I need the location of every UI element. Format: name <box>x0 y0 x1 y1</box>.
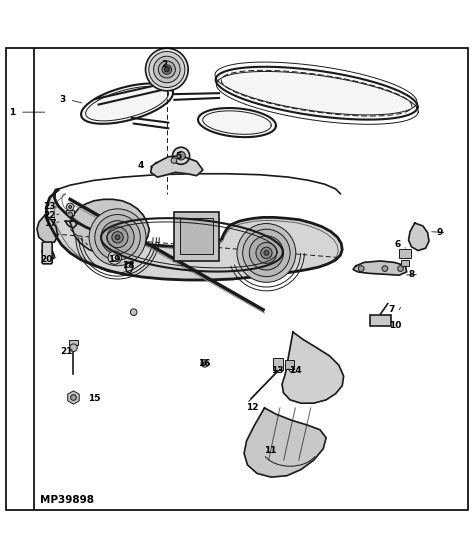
Circle shape <box>70 344 77 352</box>
Text: 17: 17 <box>44 219 56 228</box>
Polygon shape <box>216 67 418 119</box>
Text: 14: 14 <box>289 365 302 374</box>
Text: 10: 10 <box>389 321 401 330</box>
Polygon shape <box>409 223 429 251</box>
Circle shape <box>173 147 190 164</box>
Text: 11: 11 <box>264 446 277 455</box>
Bar <box>69 340 78 345</box>
Circle shape <box>261 247 272 258</box>
Text: 20: 20 <box>40 254 53 263</box>
Text: 5: 5 <box>175 152 182 161</box>
Circle shape <box>115 235 120 239</box>
Bar <box>273 358 283 370</box>
Circle shape <box>71 395 76 400</box>
Circle shape <box>249 236 283 270</box>
Text: 15: 15 <box>88 394 100 403</box>
Text: 8: 8 <box>409 270 415 279</box>
Text: 23: 23 <box>44 203 56 211</box>
Bar <box>285 359 294 369</box>
Bar <box>66 210 74 214</box>
Circle shape <box>171 158 177 163</box>
Text: 2: 2 <box>161 60 167 69</box>
Circle shape <box>112 255 118 261</box>
Bar <box>370 315 391 326</box>
Text: 21: 21 <box>61 347 73 355</box>
Bar <box>401 260 409 266</box>
Polygon shape <box>37 215 58 243</box>
Text: 9: 9 <box>436 228 442 237</box>
Text: 13: 13 <box>271 365 283 374</box>
Polygon shape <box>151 156 203 177</box>
Bar <box>174 211 219 262</box>
Circle shape <box>201 359 209 367</box>
Circle shape <box>101 221 134 254</box>
FancyBboxPatch shape <box>42 242 52 264</box>
Text: 1: 1 <box>9 108 16 117</box>
Bar <box>399 249 411 258</box>
Circle shape <box>203 362 206 365</box>
Text: 12: 12 <box>246 403 259 412</box>
Polygon shape <box>244 408 326 477</box>
Circle shape <box>154 56 180 83</box>
Circle shape <box>264 251 269 256</box>
Circle shape <box>95 214 140 260</box>
Bar <box>180 218 213 254</box>
Text: 7: 7 <box>389 305 395 314</box>
Circle shape <box>108 251 121 264</box>
Polygon shape <box>70 199 149 254</box>
Polygon shape <box>46 190 342 280</box>
Circle shape <box>237 224 296 282</box>
Circle shape <box>164 67 169 72</box>
Circle shape <box>382 266 388 271</box>
Circle shape <box>256 243 277 263</box>
Text: 18: 18 <box>122 261 135 270</box>
Circle shape <box>358 266 364 271</box>
Circle shape <box>68 212 73 217</box>
Text: 16: 16 <box>198 359 210 368</box>
Polygon shape <box>282 332 344 403</box>
Circle shape <box>162 65 172 74</box>
Circle shape <box>69 205 72 208</box>
Text: MP39898: MP39898 <box>40 495 94 505</box>
Polygon shape <box>353 261 407 275</box>
Circle shape <box>146 48 188 91</box>
Circle shape <box>130 309 137 315</box>
Circle shape <box>112 232 123 243</box>
Circle shape <box>66 203 74 211</box>
Circle shape <box>398 266 403 271</box>
Circle shape <box>177 151 185 160</box>
Text: 19: 19 <box>108 254 121 263</box>
Circle shape <box>149 51 185 88</box>
Circle shape <box>107 227 128 248</box>
Circle shape <box>243 229 290 277</box>
Text: 4: 4 <box>137 161 144 170</box>
Polygon shape <box>42 243 55 261</box>
Polygon shape <box>81 84 173 124</box>
Circle shape <box>158 61 175 78</box>
Circle shape <box>89 209 146 266</box>
Text: 3: 3 <box>59 95 65 104</box>
Text: 22: 22 <box>44 210 56 219</box>
Text: 6: 6 <box>394 240 401 249</box>
Polygon shape <box>198 108 276 137</box>
